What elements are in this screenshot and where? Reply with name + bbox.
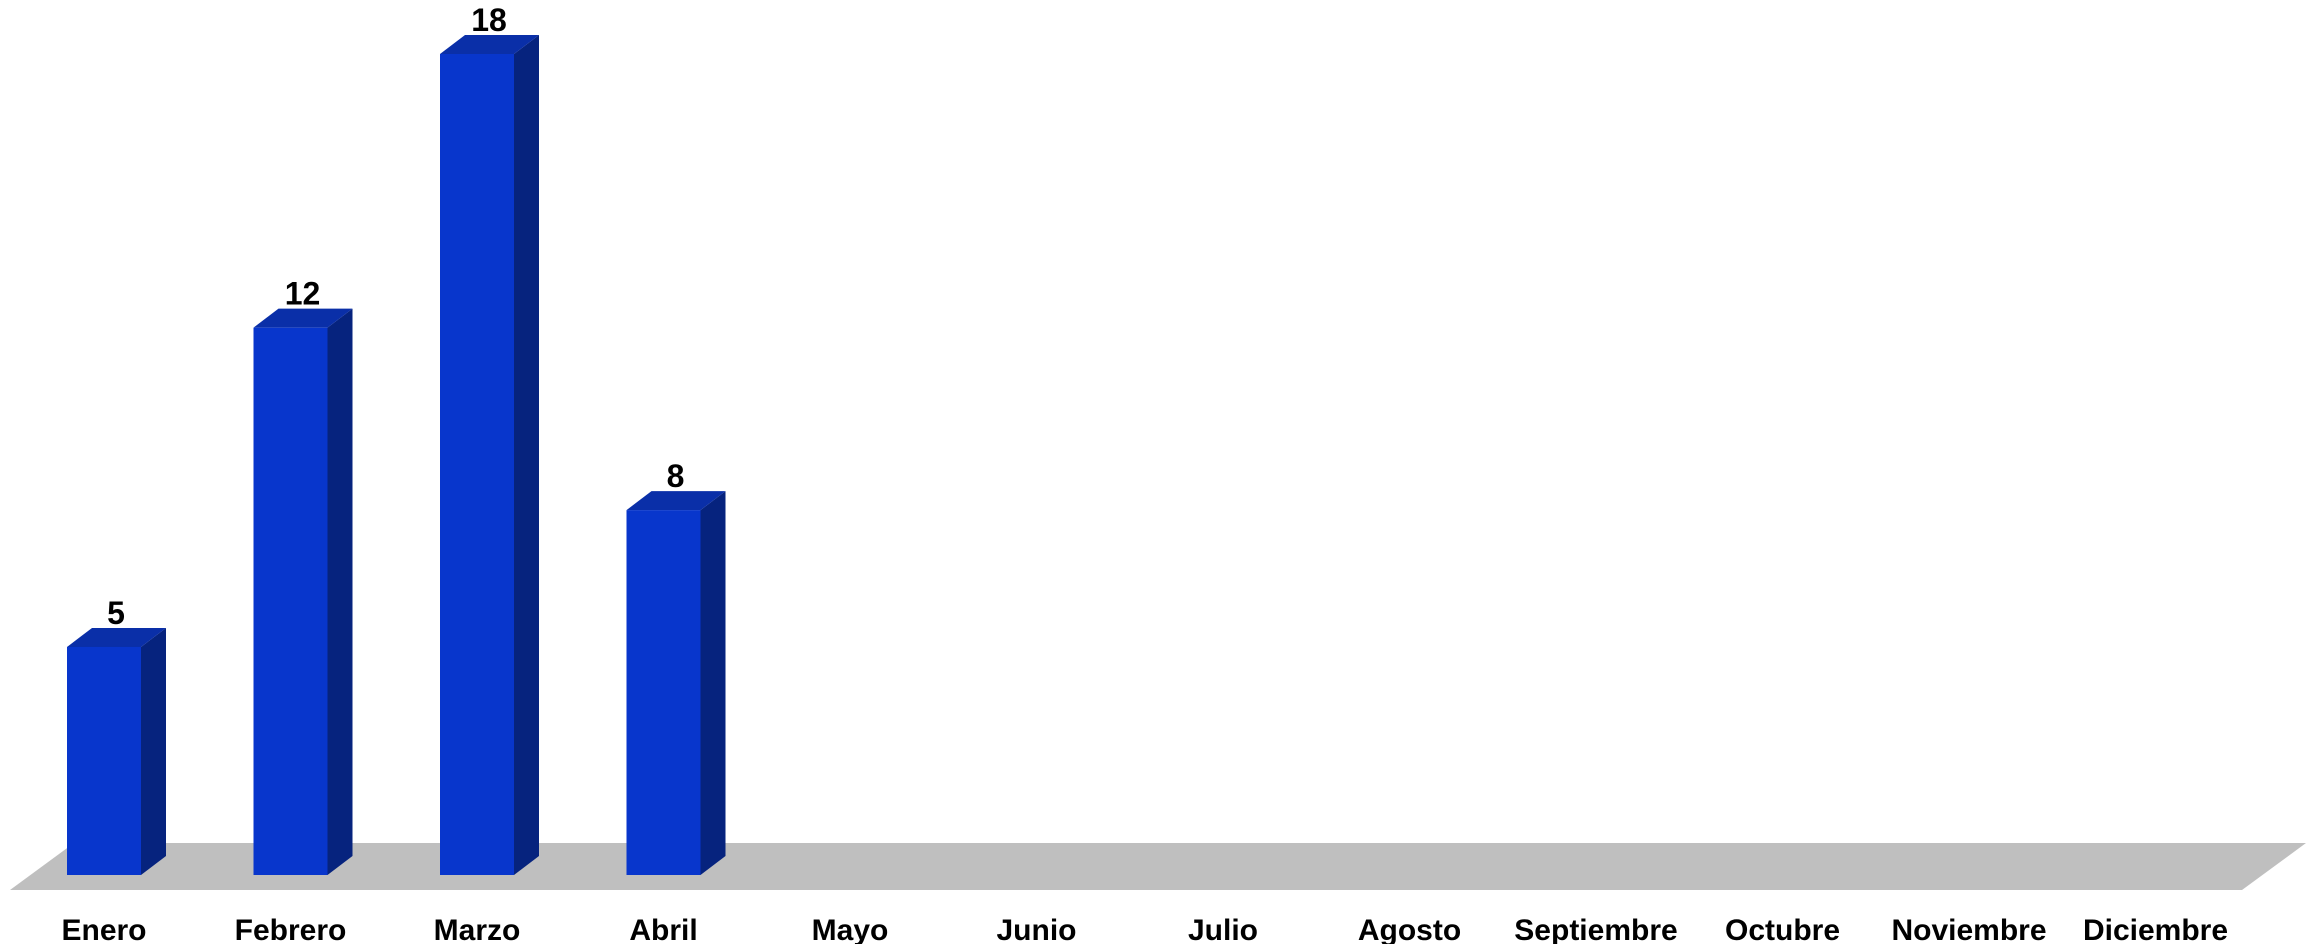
bar-top [440,35,539,54]
chart-floor [10,843,2306,890]
bar-top [253,308,353,328]
bar-side [700,491,726,875]
bar-side [141,627,166,875]
category-label: Diciembre [2083,914,2228,944]
data-label: 5 [107,595,125,631]
category-label: Enero [61,914,146,944]
bar-front [253,327,328,876]
bar-group [67,35,726,876]
bar-top [67,627,166,647]
category-label: Octubre [1725,914,1840,944]
category-label: Julio [1188,914,1258,944]
bar [253,308,353,876]
category-label: Febrero [235,914,347,944]
data-label: 18 [471,2,507,38]
bar-front [440,54,514,875]
bar-front [67,646,141,875]
bar-side [514,35,539,875]
category-label: Noviembre [1891,914,2046,944]
bar-side [327,308,353,876]
data-label-group: 5 12 18 8 [107,2,684,631]
bar [626,491,726,875]
bar-top [626,491,726,511]
bar [67,627,166,875]
category-label: Junio [997,914,1077,944]
category-label: Agosto [1358,914,1461,944]
category-label: Septiembre [1514,914,1677,944]
data-label: 12 [285,276,321,312]
category-label: Mayo [812,914,889,944]
category-label-group: Enero Febrero Marzo Abril Mayo Junio Julio Agos… [61,914,2228,944]
bar [440,35,539,875]
category-label: Abril [629,914,697,944]
category-label: Marzo [434,914,521,944]
data-label: 8 [667,458,685,494]
bar-front [626,510,701,875]
